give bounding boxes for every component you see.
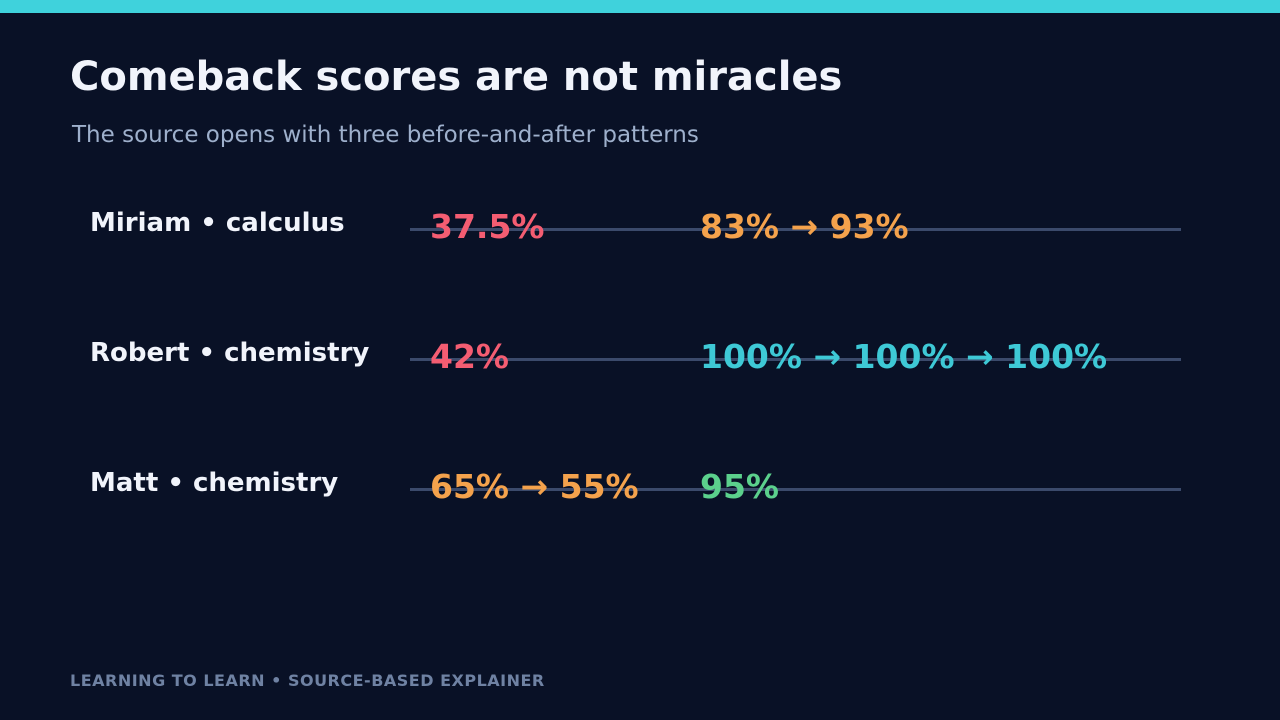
after-score: 95% (700, 467, 779, 506)
row-divider-line (410, 228, 1181, 231)
before-score: 65% → 55% (430, 467, 639, 506)
row-label: Miriam • calculus (90, 208, 345, 238)
footer-caption: LEARNING TO LEARN • SOURCE-BASED EXPLAIN… (70, 671, 545, 690)
after-score: 100% → 100% → 100% (700, 337, 1108, 376)
score-row-robert: Robert • chemistry 42% 100% → 100% → 100… (0, 338, 1280, 398)
before-score: 37.5% (430, 207, 545, 246)
row-divider-line (410, 358, 1181, 361)
score-row-matt: Matt • chemistry 65% → 55% 95% (0, 468, 1280, 528)
top-accent-bar (0, 0, 1280, 13)
row-divider-line (410, 488, 1181, 491)
before-score: 42% (430, 337, 509, 376)
score-row-miriam: Miriam • calculus 37.5% 83% → 93% (0, 208, 1280, 268)
row-label: Matt • chemistry (90, 468, 339, 498)
page-title: Comeback scores are not miracles (70, 54, 843, 100)
page-subtitle: The source opens with three before-and-a… (72, 122, 699, 148)
after-score: 83% → 93% (700, 207, 909, 246)
row-label: Robert • chemistry (90, 338, 370, 368)
